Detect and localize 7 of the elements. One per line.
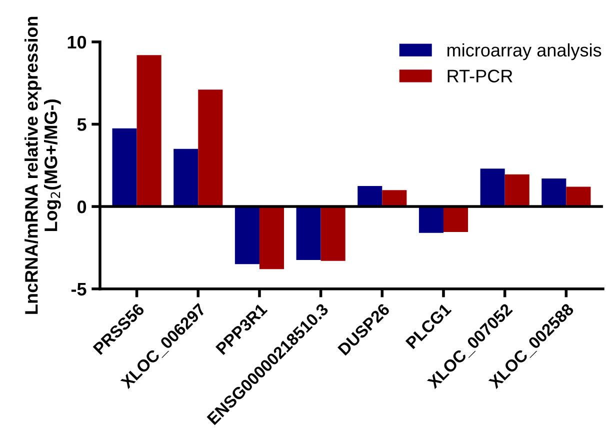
legend-label: RT-PCR <box>448 70 512 82</box>
y-tick-label: 5 <box>77 118 86 131</box>
legend-label: microarray analysis <box>448 43 602 60</box>
y-tick-label: 0 <box>77 200 86 214</box>
y-tick-label: 10 <box>68 36 86 49</box>
y-axis-title: LncRNA/mRNA relative expression Log$_{2}$(MG+/MG-) <box>24 16 61 314</box>
y-tick-label: -5 <box>71 282 86 296</box>
